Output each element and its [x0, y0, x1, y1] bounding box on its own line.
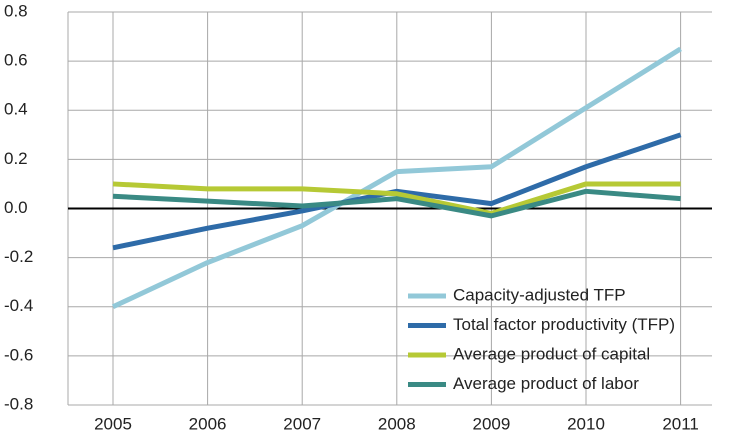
x-tick-label: 2008	[378, 414, 416, 433]
legend-label: Average product of capital	[453, 344, 650, 363]
legend-label: Capacity-adjusted TFP	[453, 285, 626, 304]
x-tick-label: 2007	[283, 414, 321, 433]
y-tick-label: -0.8	[4, 394, 33, 413]
y-tick-label: 0.4	[4, 100, 28, 119]
y-tick-label: -0.2	[4, 247, 33, 266]
line-series	[111, 46, 682, 310]
legend-label: Total factor productivity (TFP)	[453, 315, 675, 334]
legend-label: Average product of labor	[453, 374, 639, 393]
y-tick-label: 0.0	[4, 198, 28, 217]
line-series	[112, 181, 681, 216]
x-tick-label: 2006	[189, 414, 227, 433]
x-tick-label: 2005	[94, 414, 132, 433]
line-series	[112, 188, 681, 219]
y-tick-label: 0.6	[4, 51, 28, 70]
y-tick-label: 0.8	[4, 1, 28, 20]
y-tick-label: -0.6	[4, 345, 33, 364]
y-tick-label: -0.4	[4, 296, 33, 315]
x-tick-label: 2011	[662, 414, 699, 433]
x-tick-label: 2009	[472, 414, 510, 433]
x-tick-label: 2010	[567, 414, 605, 433]
y-tick-label: 0.2	[4, 149, 28, 168]
